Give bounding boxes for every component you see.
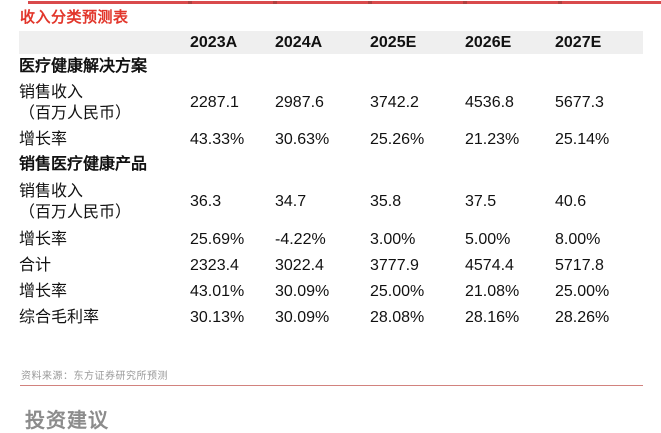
- value-cell: 5677.3: [555, 94, 604, 111]
- header-cell-year: 2023A: [190, 33, 238, 51]
- value-cell: -4.22%: [275, 231, 326, 248]
- table-title: 收入分类预测表: [20, 9, 129, 26]
- source-note: 资料来源：东方证券研究所预测: [21, 371, 168, 382]
- value-cell: 25.14%: [555, 130, 610, 148]
- table-header-row: 2023A 2024A 2025E 2026E 2027E: [19, 31, 643, 54]
- row-label: 增长率: [19, 130, 68, 148]
- value-cell: 25.69%: [190, 231, 245, 248]
- value-cell: 28.16%: [465, 309, 520, 326]
- value-cell: 21.23%: [465, 130, 520, 148]
- table-row: 增长率 43.33% 30.63% 25.26% 21.23% 25.14%: [19, 127, 643, 152]
- section-label: 销售医疗健康产品: [19, 155, 148, 173]
- row-label: 增长率: [19, 283, 68, 300]
- rule-tick: [188, 1, 192, 4]
- table-row-total: 合计 2323.4 3022.4 3777.9 4574.4 5717.8: [19, 253, 643, 279]
- value-cell: 2323.4: [190, 257, 239, 274]
- bottom-divider-rule: [20, 385, 643, 386]
- value-cell: 3022.4: [275, 257, 324, 274]
- value-cell: 4536.8: [465, 94, 514, 111]
- value-cell: 30.09%: [275, 309, 330, 326]
- value-cell: 37.5: [465, 193, 497, 210]
- value-cell: 4574.4: [465, 257, 514, 274]
- report-page: { "page": { "title": "收入分类预测表", "source_…: [19, 1, 661, 432]
- value-cell: 3742.2: [370, 94, 419, 111]
- value-cell: 35.8: [370, 193, 402, 210]
- value-cell: 30.13%: [190, 309, 245, 326]
- value-cell: 43.33%: [190, 130, 245, 148]
- row-label-line2: （百万人民币）: [19, 204, 132, 221]
- table-row-gross-margin: 综合毛利率 30.13% 30.09% 28.08% 28.16% 28.26%: [19, 305, 643, 331]
- value-cell: 2287.1: [190, 94, 239, 111]
- value-cell: 3777.9: [370, 257, 419, 274]
- value-cell: 21.08%: [465, 283, 520, 300]
- rule-tick: [558, 1, 562, 4]
- table-row: 增长率 43.01% 30.09% 25.00% 21.08% 25.00%: [19, 279, 643, 305]
- table-row: 增长率 25.69% -4.22% 3.00% 5.00% 8.00%: [19, 227, 643, 253]
- value-cell: 30.63%: [275, 130, 330, 148]
- row-label: 综合毛利率: [19, 309, 100, 326]
- table-row-section: 销售医疗健康产品: [19, 152, 643, 177]
- table-row: 销售收入 （百万人民币） 2287.1 2987.6 3742.2 4536.8…: [19, 79, 643, 127]
- row-label: 销售收入 （百万人民币）: [19, 177, 190, 227]
- row-label: 销售收入 （百万人民币）: [19, 79, 190, 127]
- revenue-forecast-table: 2023A 2024A 2025E 2026E 2027E 医疗健康解决方案 销…: [19, 31, 643, 331]
- value-cell: 25.26%: [370, 130, 425, 148]
- section-label: 医疗健康解决方案: [19, 57, 148, 75]
- value-cell: 30.09%: [275, 283, 330, 300]
- next-section-title: 投资建议: [25, 410, 109, 432]
- value-cell: 5.00%: [465, 231, 511, 248]
- row-label: 增长率: [19, 231, 68, 248]
- value-cell: 28.08%: [370, 309, 425, 326]
- header-cell-year: 2024A: [275, 33, 323, 51]
- value-cell: 43.01%: [190, 283, 245, 300]
- header-cell-year: 2027E: [555, 33, 602, 51]
- value-cell: 36.3: [190, 193, 222, 210]
- top-divider-rule: [28, 1, 661, 4]
- value-cell: 28.26%: [555, 309, 610, 326]
- value-cell: 25.00%: [555, 283, 610, 300]
- rule-tick: [368, 1, 372, 4]
- table-row-section: 医疗健康解决方案: [19, 54, 643, 79]
- value-cell: 2987.6: [275, 94, 324, 111]
- value-cell: 25.00%: [370, 283, 425, 300]
- rule-tick: [463, 1, 467, 4]
- value-cell: 40.6: [555, 193, 587, 210]
- row-label: 合计: [19, 257, 52, 274]
- value-cell: 8.00%: [555, 231, 601, 248]
- header-cell-year: 2025E: [370, 33, 417, 51]
- value-cell: 5717.8: [555, 257, 604, 274]
- row-label-line1: 销售收入: [19, 84, 84, 101]
- row-label-line2: （百万人民币）: [19, 105, 132, 122]
- header-cell-year: 2026E: [465, 33, 512, 51]
- table-row: 销售收入 （百万人民币） 36.3 34.7 35.8 37.5 40.6: [19, 177, 643, 227]
- value-cell: 34.7: [275, 193, 307, 210]
- value-cell: 3.00%: [370, 231, 416, 248]
- row-label-line1: 销售收入: [19, 183, 84, 200]
- header-cell-empty: [19, 31, 190, 54]
- rule-tick: [273, 1, 277, 4]
